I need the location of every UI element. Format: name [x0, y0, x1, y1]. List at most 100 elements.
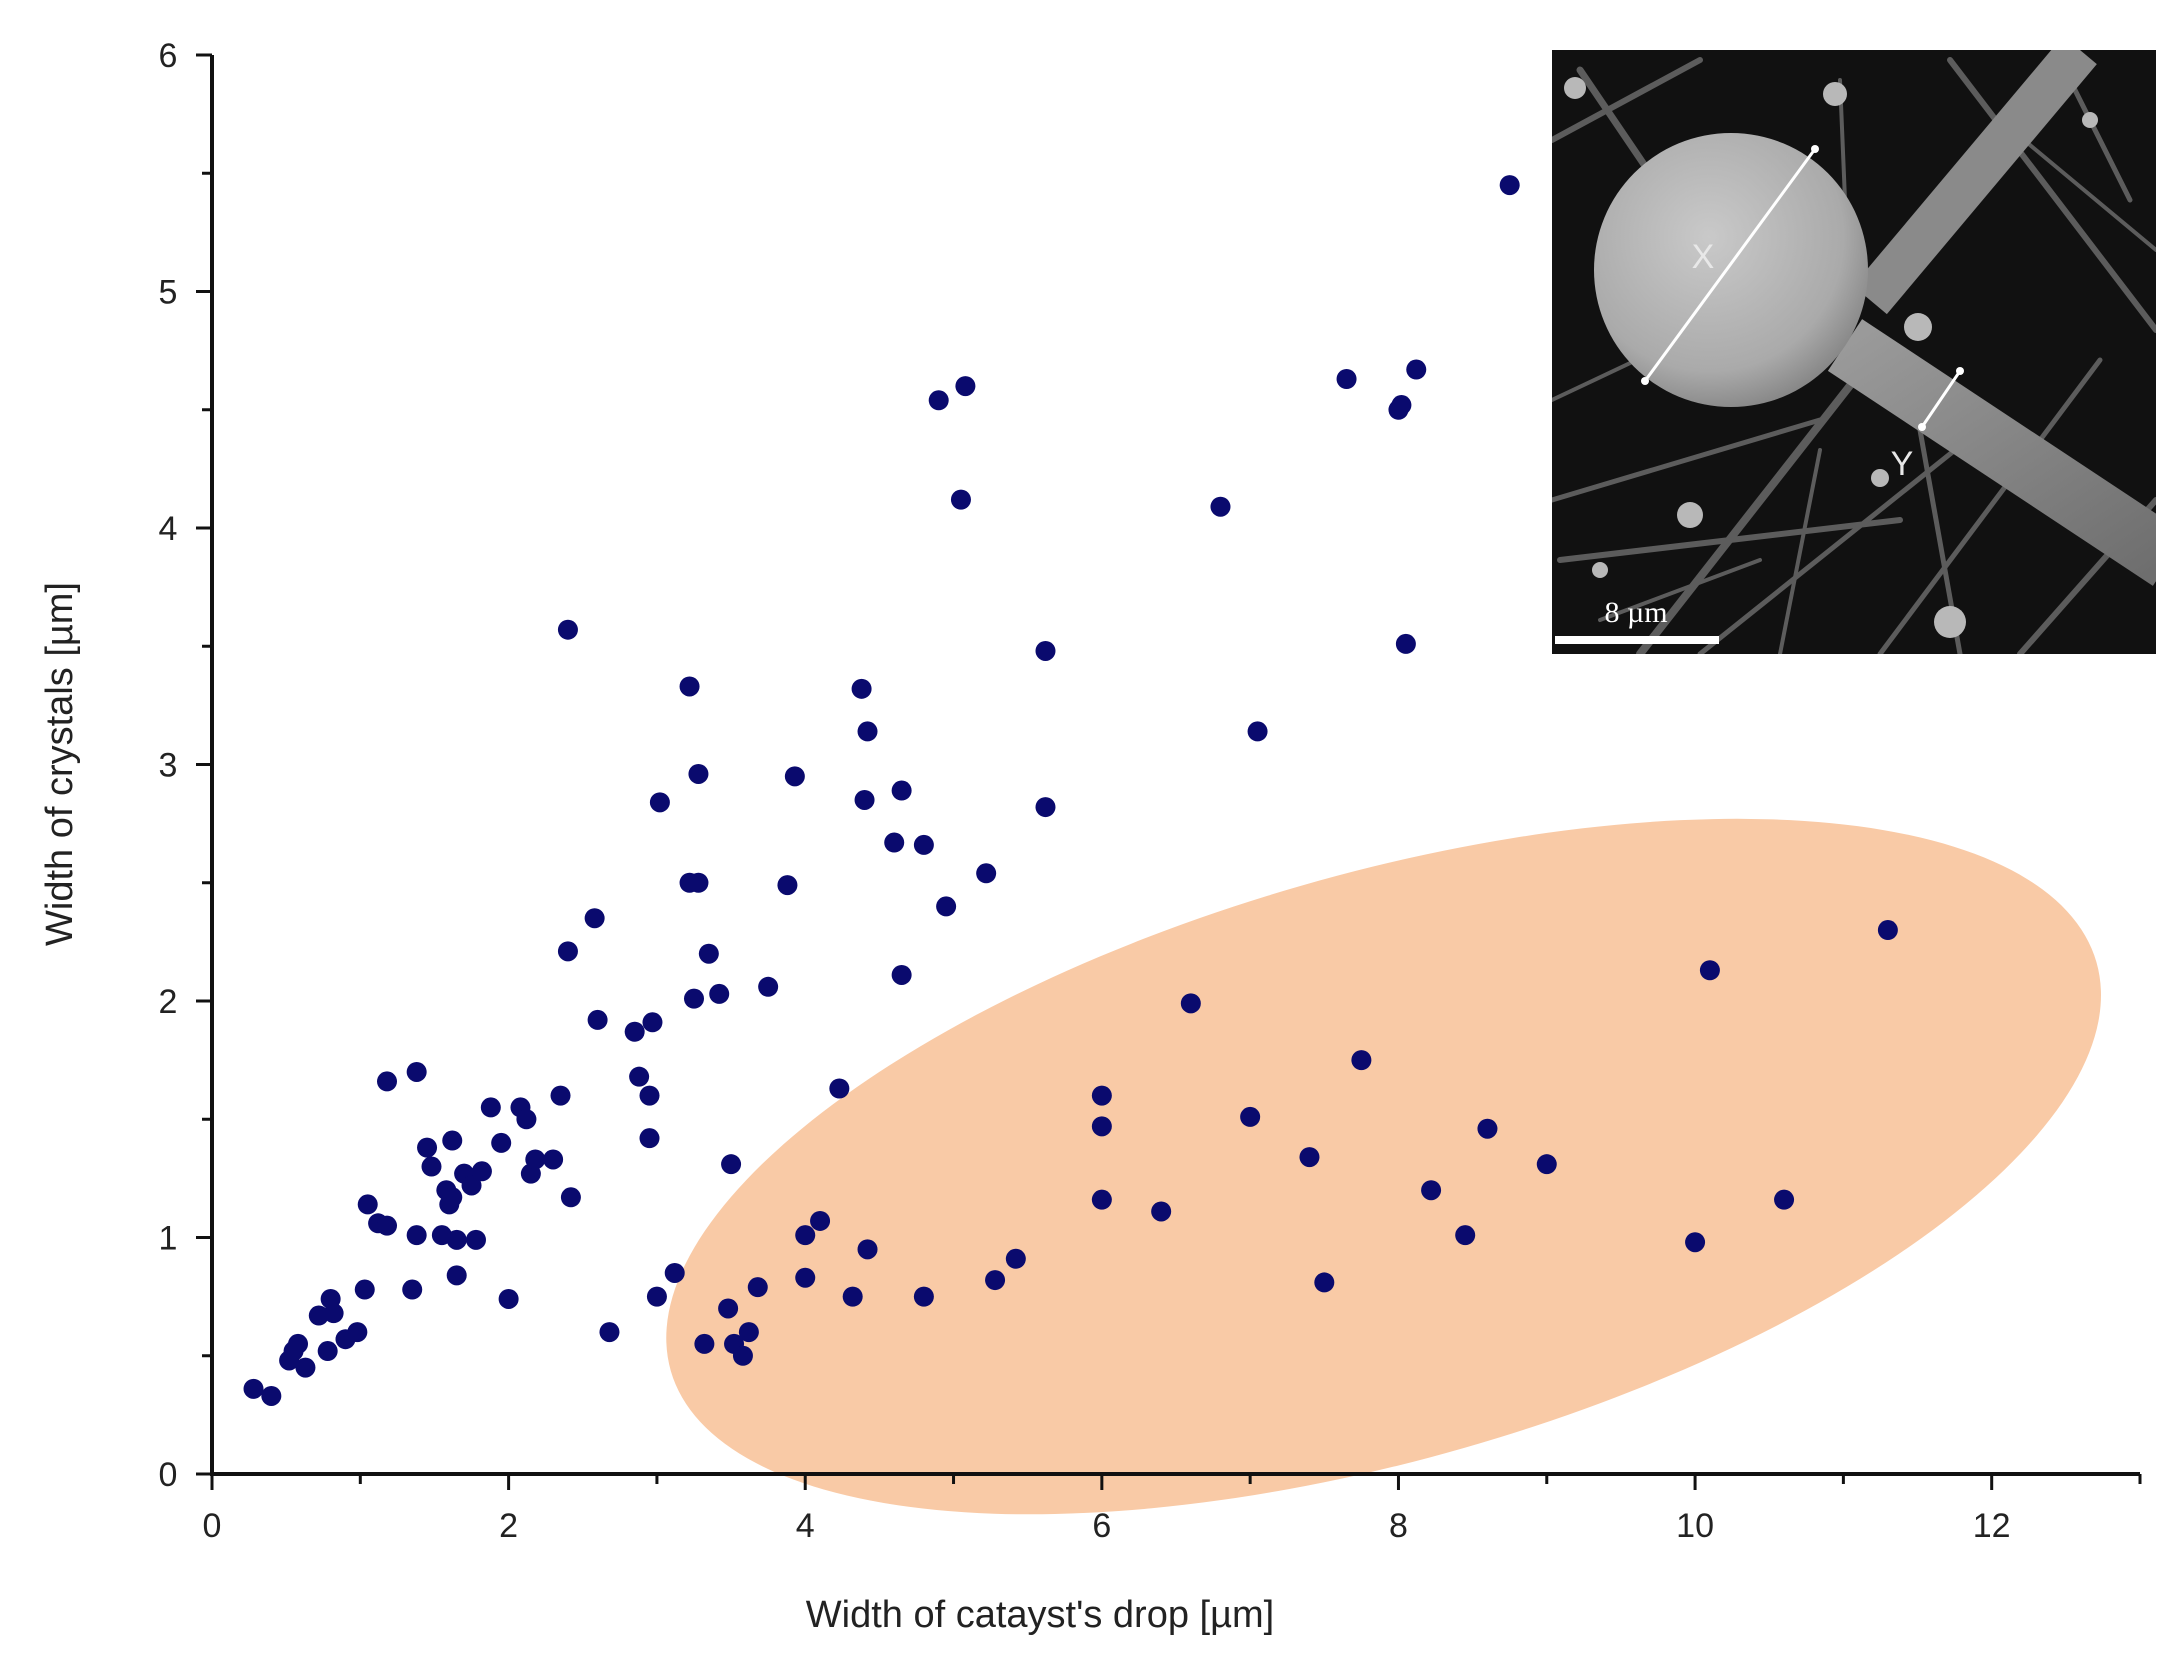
data-point	[810, 1210, 831, 1231]
data-point	[1406, 359, 1427, 380]
data-point	[1247, 721, 1268, 742]
data-point	[377, 1071, 398, 1092]
data-point	[1005, 1248, 1026, 1269]
data-point	[891, 964, 912, 985]
data-point	[950, 489, 971, 510]
data-point	[829, 1078, 850, 1099]
data-point	[1455, 1225, 1476, 1246]
data-point	[694, 1333, 715, 1354]
data-point	[417, 1137, 438, 1158]
inset-measure-y	[1920, 370, 1962, 428]
x-tick-label: 6	[1092, 1507, 1111, 1545]
data-point	[639, 1128, 660, 1149]
data-point	[498, 1288, 519, 1309]
inset-measure-x	[1643, 148, 1817, 382]
data-point	[402, 1279, 423, 1300]
data-point	[525, 1149, 546, 1170]
y-tick-label: 6	[159, 37, 178, 75]
data-point	[599, 1322, 620, 1343]
axis-ticks	[196, 53, 2142, 1490]
x-tick-label: 8	[1389, 1507, 1408, 1545]
x-axis-title: Width of catayst's drop [µm]	[806, 1594, 1274, 1636]
data-point	[295, 1357, 316, 1378]
data-point	[884, 832, 905, 853]
data-point	[461, 1175, 482, 1196]
data-point	[1210, 496, 1231, 517]
data-point	[587, 1009, 608, 1030]
y-axis-title: Width of crystals [µm]	[39, 582, 81, 946]
data-point	[1536, 1154, 1557, 1175]
data-point	[446, 1265, 467, 1286]
data-point	[795, 1225, 816, 1246]
data-point	[1091, 1085, 1112, 1106]
data-point	[406, 1061, 427, 1082]
data-point	[854, 789, 875, 810]
data-point	[1499, 175, 1520, 196]
data-point	[709, 983, 730, 1004]
data-point	[442, 1187, 463, 1208]
inset-micrograph: X Y 8 µm	[1552, 50, 2156, 654]
inset-scale-bar	[1555, 636, 1719, 644]
x-tick-label: 12	[1973, 1507, 2011, 1545]
data-point	[721, 1154, 742, 1175]
data-point	[491, 1132, 512, 1153]
inset-diagonal-rod	[1853, 50, 2097, 315]
data-point	[323, 1303, 344, 1324]
data-point	[718, 1298, 739, 1319]
data-point	[1035, 797, 1056, 818]
highlight-region	[666, 818, 2101, 1515]
data-point	[288, 1333, 309, 1354]
data-point	[1477, 1118, 1498, 1139]
data-point	[357, 1194, 378, 1215]
data-point	[354, 1279, 375, 1300]
data-point	[421, 1156, 442, 1177]
data-point	[649, 792, 670, 813]
data-point	[664, 1262, 685, 1283]
data-point	[1091, 1189, 1112, 1210]
x-tick-label: 2	[499, 1507, 518, 1545]
data-point	[1351, 1050, 1372, 1071]
y-tick-label: 2	[159, 983, 178, 1021]
y-tick-label: 3	[159, 747, 178, 785]
inset-scale-label: 8 µm	[1604, 596, 1667, 629]
data-point	[913, 834, 934, 855]
data-point	[1091, 1116, 1112, 1137]
data-point	[976, 863, 997, 884]
y-tick-label: 0	[159, 1456, 178, 1494]
data-point	[688, 872, 709, 893]
data-point	[1395, 633, 1416, 654]
inset-thick-rod	[1827, 319, 2156, 586]
data-point	[1240, 1106, 1261, 1127]
data-point	[747, 1277, 768, 1298]
data-point	[777, 875, 798, 896]
data-point	[955, 376, 976, 397]
y-tick-label: 5	[159, 274, 178, 312]
y-tick-label: 1	[159, 1220, 178, 1258]
data-point	[261, 1385, 282, 1406]
data-point	[985, 1270, 1006, 1291]
data-point	[1299, 1147, 1320, 1168]
data-point	[646, 1286, 667, 1307]
data-point	[936, 896, 957, 917]
data-point	[317, 1341, 338, 1362]
data-point	[1391, 395, 1412, 416]
data-point	[516, 1109, 537, 1130]
data-point	[624, 1021, 645, 1042]
data-point	[688, 763, 709, 784]
data-point	[1180, 993, 1201, 1014]
data-point	[347, 1322, 368, 1343]
inset-label-x: X	[1692, 238, 1715, 276]
data-point	[857, 1239, 878, 1260]
x-tick-label: 4	[796, 1507, 815, 1545]
data-point	[550, 1085, 571, 1106]
y-tick-label: 4	[159, 510, 178, 548]
data-point	[243, 1378, 264, 1399]
data-point	[784, 766, 805, 787]
data-point	[1336, 369, 1357, 390]
data-point	[543, 1149, 564, 1170]
data-point	[629, 1066, 650, 1087]
data-point	[698, 943, 719, 964]
data-point	[1421, 1180, 1442, 1201]
